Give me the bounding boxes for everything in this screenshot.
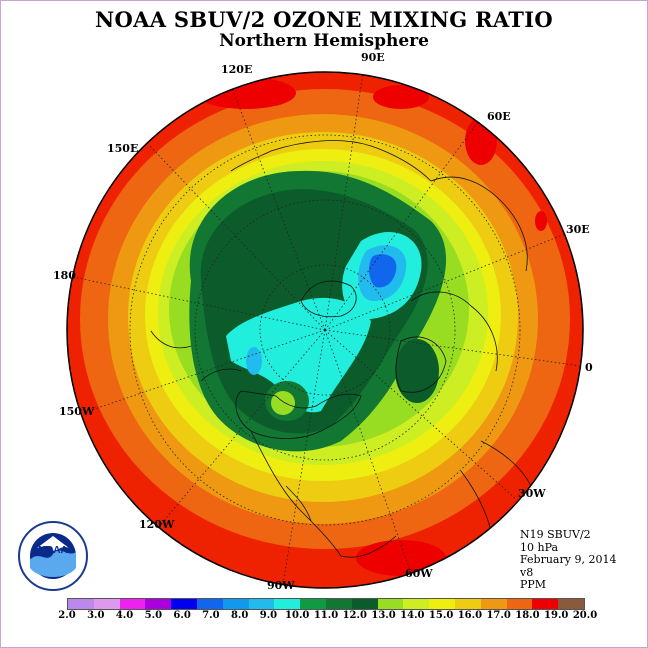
contour-red-patch-topleft <box>196 77 296 109</box>
colorbar-tick-label: 12.0 <box>342 610 367 621</box>
colorbar-tick-label: 15.0 <box>428 610 454 621</box>
info-instrument: N19 SBUV/2 <box>520 528 591 541</box>
colorbar-tick-label: 5.0 <box>144 610 163 621</box>
colorbar-tick-label: 11.0 <box>313 610 339 621</box>
lon-label-90w: 90W <box>267 579 295 592</box>
colorbar-tick-label: 19.0 <box>544 610 569 621</box>
colorbar-segment <box>68 599 94 609</box>
colorbar-tick-label: 6.0 <box>173 610 191 621</box>
colorbar-segment <box>454 599 481 609</box>
colorbar-tick-label: 2.0 <box>58 610 76 621</box>
colorbar-tick-label: 7.0 <box>202 610 220 621</box>
info-level: 10 hPa <box>520 540 559 554</box>
lon-label-30w: 30W <box>518 487 546 500</box>
contour-red-patch-far-right <box>535 211 547 231</box>
coastlines <box>150 140 532 558</box>
lon-label-90e: 90E <box>361 51 385 64</box>
colorbar-tick-label: 18.0 <box>515 610 540 621</box>
contour-dark-island <box>395 339 439 403</box>
contour-core-deep <box>369 254 397 288</box>
colorbar-tick-label: 20.0 <box>572 610 598 621</box>
info-version: v8 <box>520 565 534 579</box>
colorbar-ticks: 2.0 3.0 4.0 5.0 6.0 7.0 8.0 9.0 10.0 11.0 12.0 13.0… <box>1 610 647 624</box>
lon-label-30e: 30E <box>566 223 590 236</box>
lon-label-180: 180 <box>53 269 76 282</box>
colorbar-tick-label: 9.0 <box>259 610 278 621</box>
colorbar-segment <box>93 599 120 609</box>
colorbar-segment <box>506 599 533 609</box>
colorbar-segment <box>403 599 430 609</box>
graticule <box>72 72 582 585</box>
lon-label-120w: 120W <box>139 518 175 531</box>
colorbar-tick-label: 3.0 <box>87 610 105 621</box>
colorbar-tick-label: 8.0 <box>230 610 249 621</box>
colorbar-tick-label: 13.0 <box>371 610 396 621</box>
colorbar-tick-label: 4.0 <box>115 610 134 621</box>
colorbar-tick-label: 10.0 <box>285 610 310 621</box>
contour-red-patch-top <box>373 85 429 109</box>
colorbar-tick-label: 17.0 <box>486 610 511 621</box>
info-date: February 9, 2014 <box>520 553 617 566</box>
colorbar-segment <box>222 599 249 609</box>
noaa-logo: NOAA <box>18 521 88 591</box>
page-title: NOAA SBUV/2 OZONE MIXING RATIO <box>95 7 553 32</box>
info-units: PPM <box>520 578 547 591</box>
ozone-contour-fill <box>67 72 583 588</box>
map-boundary <box>66 71 584 589</box>
colorbar-segment <box>171 599 197 609</box>
colorbar-tick-label: 16.0 <box>457 610 483 621</box>
colorbar-segment <box>274 599 301 609</box>
data-info-block: N19 SBUV/2 10 hPa February 9, 2014 v8 PP… <box>520 528 617 592</box>
colorbar-tick-label: 14.0 <box>400 610 425 621</box>
colorbar-segment <box>480 599 507 609</box>
colorbar-segment <box>300 599 326 609</box>
contour-small-blue <box>246 347 262 375</box>
lon-label-60e: 60E <box>487 110 511 123</box>
colorbar-segment <box>196 599 223 609</box>
colorbar-segment <box>119 599 146 609</box>
colorbar-segment <box>325 599 352 609</box>
colorbar-segment <box>145 599 172 609</box>
colorbar-segment <box>558 599 584 609</box>
page-subtitle: Northern Hemisphere <box>219 31 429 51</box>
lon-label-150w: 150W <box>59 405 95 418</box>
colorbar-segment <box>248 599 275 609</box>
lon-label-120e: 120E <box>221 63 253 76</box>
lon-label-0: 0 <box>585 361 593 374</box>
lon-label-60w: 60W <box>405 567 433 580</box>
colorbar-segment <box>351 599 378 609</box>
contour-vortex-lower <box>226 297 371 413</box>
colorbar <box>67 598 585 610</box>
contour-green-pocket-inner <box>271 391 295 415</box>
colorbar-segment <box>429 599 455 609</box>
colorbar-segment <box>377 599 404 609</box>
lon-label-150e: 150E <box>107 142 139 155</box>
logo-text: NOAA <box>38 545 67 556</box>
colorbar-segment <box>532 599 559 609</box>
